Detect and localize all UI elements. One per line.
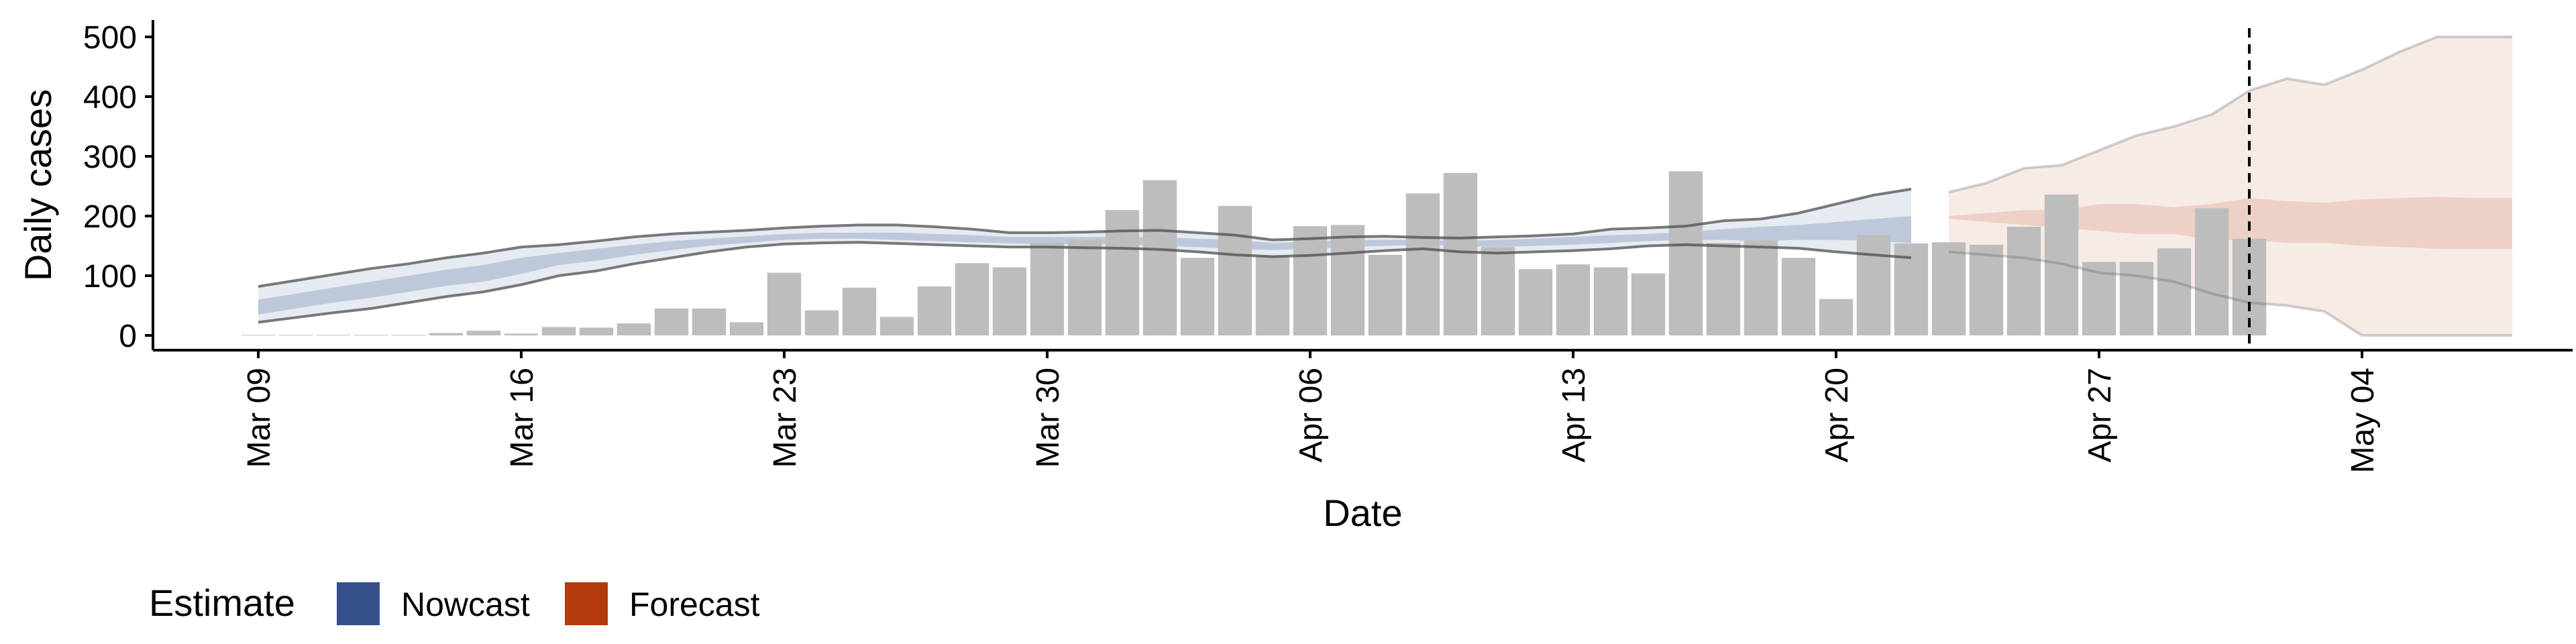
bar-day-9 [579, 327, 614, 335]
y-tick-label-100: 100 [83, 259, 137, 294]
y-tick-label-300: 300 [83, 140, 137, 175]
forecast-lower-line [1948, 250, 2512, 337]
bar-day-45 [1931, 242, 1966, 335]
bar-day-14 [767, 272, 802, 336]
legend-title: Estimate [149, 582, 295, 624]
bar-day-22 [1067, 239, 1102, 335]
bar-day-43 [1856, 235, 1891, 335]
bar-day-31 [1405, 193, 1440, 335]
bar-day-6 [466, 330, 501, 335]
legend: Estimate Nowcast Forecast [149, 582, 760, 625]
legend-label-nowcast: Nowcast [401, 586, 530, 623]
nowcast-lower-line [258, 241, 1912, 324]
bar-day-41 [1781, 258, 1816, 335]
bar-day-17 [879, 317, 914, 335]
bar-day-32 [1443, 172, 1478, 335]
bar-day-40 [1743, 240, 1778, 335]
y-tick-label-400: 400 [83, 80, 137, 115]
axes: 0 100 200 300 400 500 Mar 09 Mar 16 Mar 23 Mar 30… [83, 20, 2573, 473]
bar-day-33 [1481, 247, 1515, 335]
bar-day-26 [1218, 205, 1252, 335]
bar-day-15 [804, 310, 839, 335]
x-tick-label-0: Mar 09 [241, 368, 277, 468]
bar-day-52 [2194, 208, 2229, 335]
legend-swatch-nowcast [337, 582, 380, 625]
bar-day-27 [1255, 256, 1290, 335]
legend-label-forecast: Forecast [629, 586, 760, 623]
bar-day-42 [1819, 299, 1854, 335]
bar-day-46 [1969, 244, 2004, 335]
bar-day-24 [1142, 180, 1177, 335]
bar-day-50 [2119, 262, 2154, 335]
bar-day-36 [1593, 267, 1628, 335]
bar-day-28 [1293, 226, 1328, 335]
bar-day-34 [1518, 269, 1553, 335]
bar-day-16 [842, 287, 877, 335]
x-tick-label-4: Apr 06 [1293, 368, 1329, 462]
bar-day-39 [1706, 243, 1741, 335]
bar-day-37 [1631, 273, 1666, 335]
bar-day-51 [2157, 248, 2192, 335]
x-tick-label-3: Mar 30 [1030, 368, 1066, 468]
y-tick-label-200: 200 [83, 199, 137, 235]
forecast-band-50 [1949, 197, 2512, 249]
bar-day-18 [917, 286, 952, 335]
line-layer [258, 28, 2512, 350]
bar-day-13 [729, 322, 764, 335]
x-tick-label-1: Mar 16 [504, 368, 540, 468]
bar-day-35 [1556, 264, 1591, 335]
bar-day-19 [955, 263, 989, 335]
forecast-upper-line [1948, 36, 2512, 194]
ribbon-layer [258, 37, 2512, 335]
x-tick-label-6: Apr 20 [1819, 368, 1855, 462]
y-tick-label-500: 500 [83, 20, 137, 56]
bar-layer [241, 171, 2267, 336]
bar-day-25 [1180, 258, 1215, 335]
forecast-band-90 [1949, 37, 2512, 335]
x-tick-label-5: Apr 13 [1556, 368, 1592, 462]
x-tick-label-2: Mar 23 [767, 368, 803, 468]
bar-day-49 [2082, 262, 2116, 335]
bar-day-10 [616, 323, 651, 335]
bar-day-29 [1330, 225, 1365, 336]
bar-day-20 [992, 267, 1027, 335]
bar-day-47 [2006, 227, 2041, 335]
bar-day-23 [1105, 210, 1140, 335]
bar-day-12 [692, 308, 727, 335]
bar-day-44 [1894, 243, 1929, 335]
bar-day-38 [1668, 171, 1703, 336]
nowcast-band-90 [258, 189, 1911, 323]
bar-day-30 [1368, 254, 1403, 336]
x-tick-label-7: Apr 27 [2082, 368, 2118, 462]
y-tick-label-0: 0 [119, 319, 137, 354]
bar-day-8 [541, 327, 576, 335]
bar-day-7 [504, 333, 539, 335]
y-axis-label: Daily cases [17, 89, 59, 281]
bar-day-21 [1030, 243, 1065, 335]
x-tick-label-8: May 04 [2345, 368, 2381, 473]
bar-day-48 [2044, 195, 2079, 335]
bar-day-5 [429, 333, 464, 335]
x-axis-label: Date [1323, 492, 1402, 534]
legend-swatch-forecast [565, 582, 608, 625]
bar-day-11 [654, 308, 689, 335]
nowcast-upper-line [258, 187, 1912, 288]
nowcast-band-50 [258, 216, 1911, 315]
